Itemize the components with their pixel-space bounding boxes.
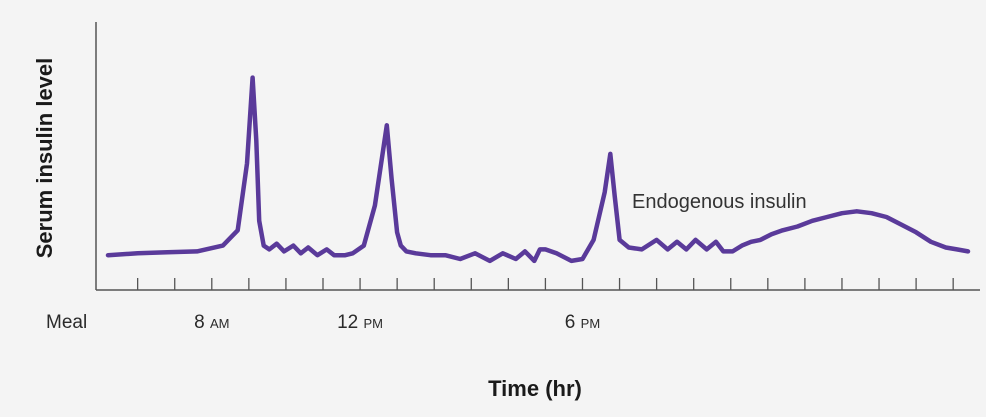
axes [95,22,980,291]
series-line-endogenous-insulin [105,75,971,264]
x-ticks [137,278,954,290]
y-axis-label: Serum insulin level [32,58,57,259]
x-axis-label: Time (hr) [488,376,582,401]
annotation-endogenous-insulin: Endogenous insulin [632,191,807,213]
tick-label-6-pm: 6 PM [565,312,600,333]
x-tick-labels: Meal 8 AM 12 PM 6 PM [46,312,600,333]
tick-label-8-am: 8 AM [194,312,229,333]
tick-label-meal: Meal [46,312,87,333]
tick-label-12-pm: 12 PM [337,312,383,333]
